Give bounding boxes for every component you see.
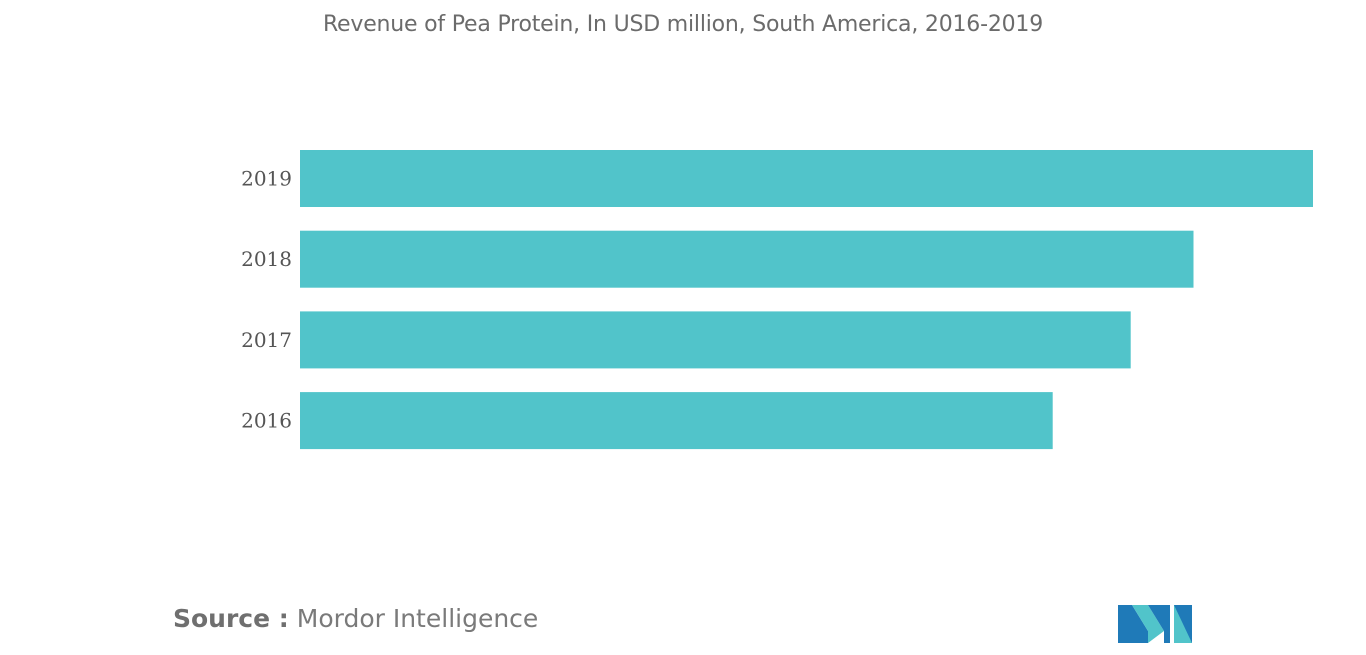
y-tick-label-2017: 2017 xyxy=(241,328,292,352)
logo-shape-right xyxy=(1148,605,1170,643)
bar-2016 xyxy=(300,392,1053,450)
y-tick-label-2019: 2019 xyxy=(241,167,292,191)
mordor-intelligence-logo-icon xyxy=(1118,605,1192,643)
bar-2017 xyxy=(300,311,1131,369)
y-tick-label-2016: 2016 xyxy=(241,409,292,433)
y-tick-label-2018: 2018 xyxy=(241,247,292,271)
source-prefix: Source : xyxy=(173,604,289,633)
source-name: Mordor Intelligence xyxy=(296,604,539,633)
logo-shape-left xyxy=(1118,605,1148,643)
logo-shape-mid xyxy=(1132,605,1164,643)
source-caption: Source : Mordor Intelligence xyxy=(173,604,538,633)
bar-2018 xyxy=(300,230,1194,288)
bar-2019 xyxy=(300,150,1313,207)
chart-title: Revenue of Pea Protein, In USD million, … xyxy=(322,12,1044,37)
logo-shape-far-right-accent xyxy=(1174,605,1192,643)
